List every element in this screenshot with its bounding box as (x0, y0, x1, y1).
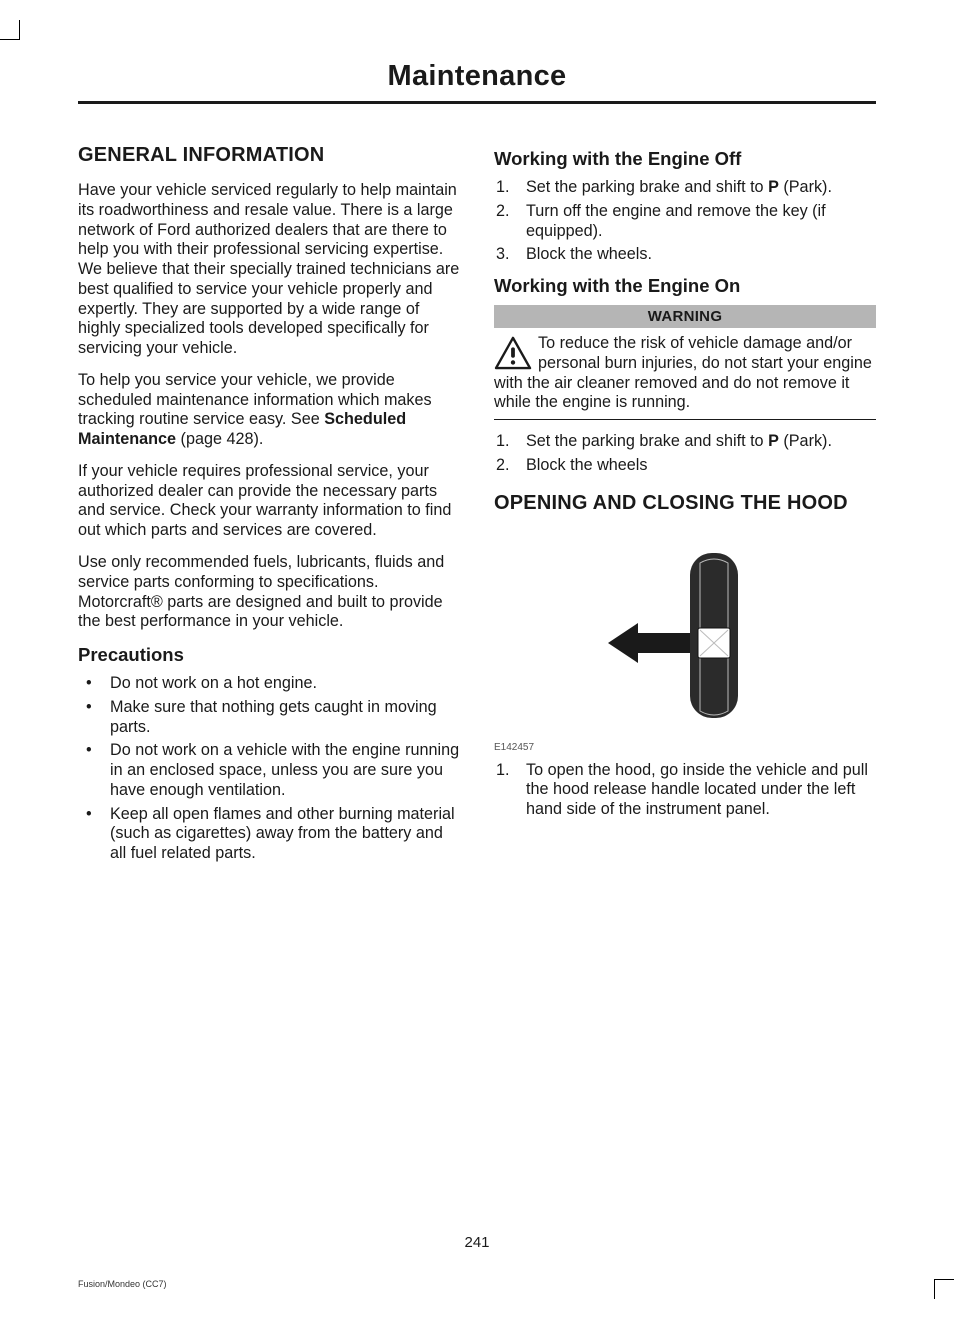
engine-on-steps: Set the parking brake and shift to P (Pa… (494, 432, 876, 476)
list-item: Block the wheels. (494, 245, 876, 265)
text-segment: Set the parking brake and shift to (526, 432, 768, 450)
precautions-list: Do not work on a hot engine. Make sure t… (78, 674, 460, 864)
list-item: Do not work on a vehicle with the engine… (78, 741, 460, 800)
heading-engine-on: Working with the Engine On (494, 275, 876, 297)
text-segment: (page 428). (176, 430, 263, 448)
heading-engine-off: Working with the Engine Off (494, 148, 876, 170)
left-column: GENERAL INFORMATION Have your vehicle se… (78, 142, 460, 874)
heading-precautions: Precautions (78, 644, 460, 666)
text-segment: (Park). (779, 178, 832, 196)
engine-off-steps: Set the parking brake and shift to P (Pa… (494, 178, 876, 265)
text-segment: (Park). (779, 432, 832, 450)
page-number: 241 (0, 1234, 954, 1251)
list-item: Set the parking brake and shift to P (Pa… (494, 432, 876, 452)
para-general-2: To help you service your vehicle, we pro… (78, 371, 460, 450)
two-column-layout: GENERAL INFORMATION Have your vehicle se… (78, 142, 876, 874)
para-general-1: Have your vehicle serviced regularly to … (78, 181, 460, 359)
para-general-4: Use only recommended fuels, lubricants, … (78, 553, 460, 632)
figure-code: E142457 (494, 742, 876, 753)
list-item: To open the hood, go inside the vehicle … (494, 761, 876, 820)
warning-text: To reduce the risk of vehicle damage and… (494, 334, 876, 413)
warning-divider (494, 419, 876, 420)
hood-release-figure (494, 533, 876, 738)
shift-p-bold: P (768, 178, 779, 196)
list-item: Turn off the engine and remove the key (… (494, 202, 876, 242)
footer-model-code: Fusion/Mondeo (CC7) (78, 1279, 167, 1289)
crop-mark-tl (0, 20, 20, 40)
para-general-3: If your vehicle requires professional se… (78, 462, 460, 541)
warning-triangle-icon (494, 336, 532, 370)
list-item: Keep all open flames and other burning m… (78, 805, 460, 864)
warning-banner: WARNING (494, 305, 876, 328)
right-column: Working with the Engine Off Set the park… (494, 142, 876, 874)
title-underline (78, 101, 876, 104)
list-item: Make sure that nothing gets caught in mo… (78, 698, 460, 738)
text-segment: Set the parking brake and shift to (526, 178, 768, 196)
crop-mark-br (934, 1279, 954, 1299)
hood-open-steps: To open the hood, go inside the vehicle … (494, 761, 876, 820)
warning-body-text: To reduce the risk of vehicle damage and… (494, 334, 872, 411)
hood-release-illustration (580, 533, 790, 733)
page-title: Maintenance (78, 60, 876, 93)
heading-opening-closing-hood: OPENING AND CLOSING THE HOOD (494, 492, 876, 515)
heading-general-information: GENERAL INFORMATION (78, 144, 460, 167)
list-item: Block the wheels (494, 456, 876, 476)
list-item: Set the parking brake and shift to P (Pa… (494, 178, 876, 198)
shift-p-bold: P (768, 432, 779, 450)
list-item: Do not work on a hot engine. (78, 674, 460, 694)
